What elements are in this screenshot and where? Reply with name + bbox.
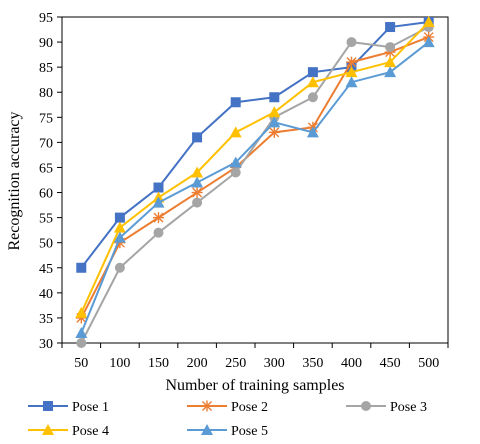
x-axis-title: Number of training samples — [165, 377, 344, 394]
x-tick-label: 100 — [109, 356, 130, 371]
series-3 — [76, 22, 434, 348]
y-tick-label: 95 — [39, 11, 53, 26]
legend-marker — [201, 424, 213, 435]
data-point — [229, 126, 242, 138]
x-tick-label: 200 — [187, 356, 208, 371]
data-point — [384, 56, 397, 68]
y-tick-label: 45 — [39, 262, 53, 277]
data-point — [75, 326, 88, 338]
plot-area: 30 35 40 45 50 55 60 65 70 75 80 85 90 95 50 100 150 200 2… — [39, 11, 449, 371]
data-point — [385, 22, 396, 33]
legend-marker — [43, 401, 53, 411]
legend-item: Pose 3 — [346, 400, 427, 415]
legend-marker — [361, 401, 371, 411]
y-tick-label: 80 — [39, 86, 53, 101]
data-point — [229, 156, 242, 168]
series-line — [80, 26, 430, 344]
data-point — [153, 227, 164, 238]
data-point — [113, 221, 126, 233]
y-tick-label: 65 — [39, 161, 53, 176]
data-point — [153, 212, 164, 224]
x-tick-label: 350 — [302, 356, 323, 371]
y-tick-label: 30 — [39, 337, 53, 352]
data-point — [113, 231, 126, 243]
data-point — [153, 182, 164, 193]
x-tick-label: 450 — [380, 356, 401, 371]
data-point — [76, 338, 87, 348]
data-point — [114, 212, 125, 223]
legend: Pose 1 Pose 2 Pose 3 Pose 4 Pose 5 — [28, 400, 427, 439]
legend-label: Pose 4 — [72, 424, 109, 439]
data-point — [306, 126, 319, 138]
data-point — [230, 167, 241, 178]
y-tick-label: 70 — [39, 136, 53, 151]
y-tick-label: 55 — [39, 212, 53, 227]
data-point — [75, 306, 88, 318]
data-point — [268, 106, 281, 118]
y-tick-label: 50 — [39, 237, 53, 252]
legend-item: Pose 2 — [187, 400, 268, 415]
data-point — [191, 166, 204, 178]
series-line — [80, 36, 430, 319]
y-tick-label: 40 — [39, 287, 53, 302]
series-line — [80, 41, 430, 334]
data-point — [230, 97, 241, 108]
data-point — [191, 176, 204, 188]
legend-label: Pose 2 — [231, 400, 268, 415]
data-point — [114, 262, 125, 273]
data-point — [307, 92, 318, 103]
legend-item: Pose 4 — [28, 424, 109, 439]
data-point — [384, 66, 397, 78]
y-tick-label: 35 — [39, 312, 53, 327]
legend-item: Pose 1 — [28, 400, 109, 415]
data-point — [191, 187, 203, 199]
legend-label: Pose 5 — [231, 424, 268, 439]
y-tick-label: 90 — [39, 36, 53, 51]
data-point — [268, 126, 280, 138]
legend-label: Pose 1 — [72, 400, 109, 415]
data-point — [345, 66, 358, 78]
series-line — [80, 21, 429, 269]
data-point — [422, 36, 435, 48]
data-point — [268, 116, 281, 128]
data-point — [76, 262, 87, 273]
y-tick-label: 75 — [39, 111, 53, 126]
data-point — [269, 92, 280, 103]
x-tick-label: 300 — [264, 356, 285, 371]
x-tick-label: 150 — [148, 356, 169, 371]
data-point — [307, 67, 318, 78]
data-point — [306, 76, 319, 88]
data-point — [422, 16, 435, 28]
data-point — [192, 132, 203, 143]
y-tick-label: 60 — [39, 187, 53, 202]
x-tick-label: 50 — [74, 356, 88, 371]
data-point — [192, 197, 203, 208]
legend-marker — [201, 400, 213, 412]
legend-marker — [42, 424, 54, 435]
legend-label: Pose 3 — [390, 400, 427, 415]
data-point — [152, 196, 165, 208]
y-axis-title: Recognition accuracy — [6, 111, 23, 250]
x-tick-label: 250 — [225, 356, 246, 371]
legend-item: Pose 5 — [187, 424, 268, 439]
data-point — [385, 42, 396, 53]
data-point — [346, 56, 357, 68]
x-tick-label: 500 — [418, 356, 439, 371]
data-point — [345, 76, 358, 88]
data-point — [346, 37, 357, 48]
series-5 — [75, 36, 435, 338]
series-line — [80, 21, 430, 314]
series-4 — [75, 16, 435, 318]
y-tick-label: 85 — [39, 61, 53, 76]
x-tick-label: 400 — [341, 356, 362, 371]
